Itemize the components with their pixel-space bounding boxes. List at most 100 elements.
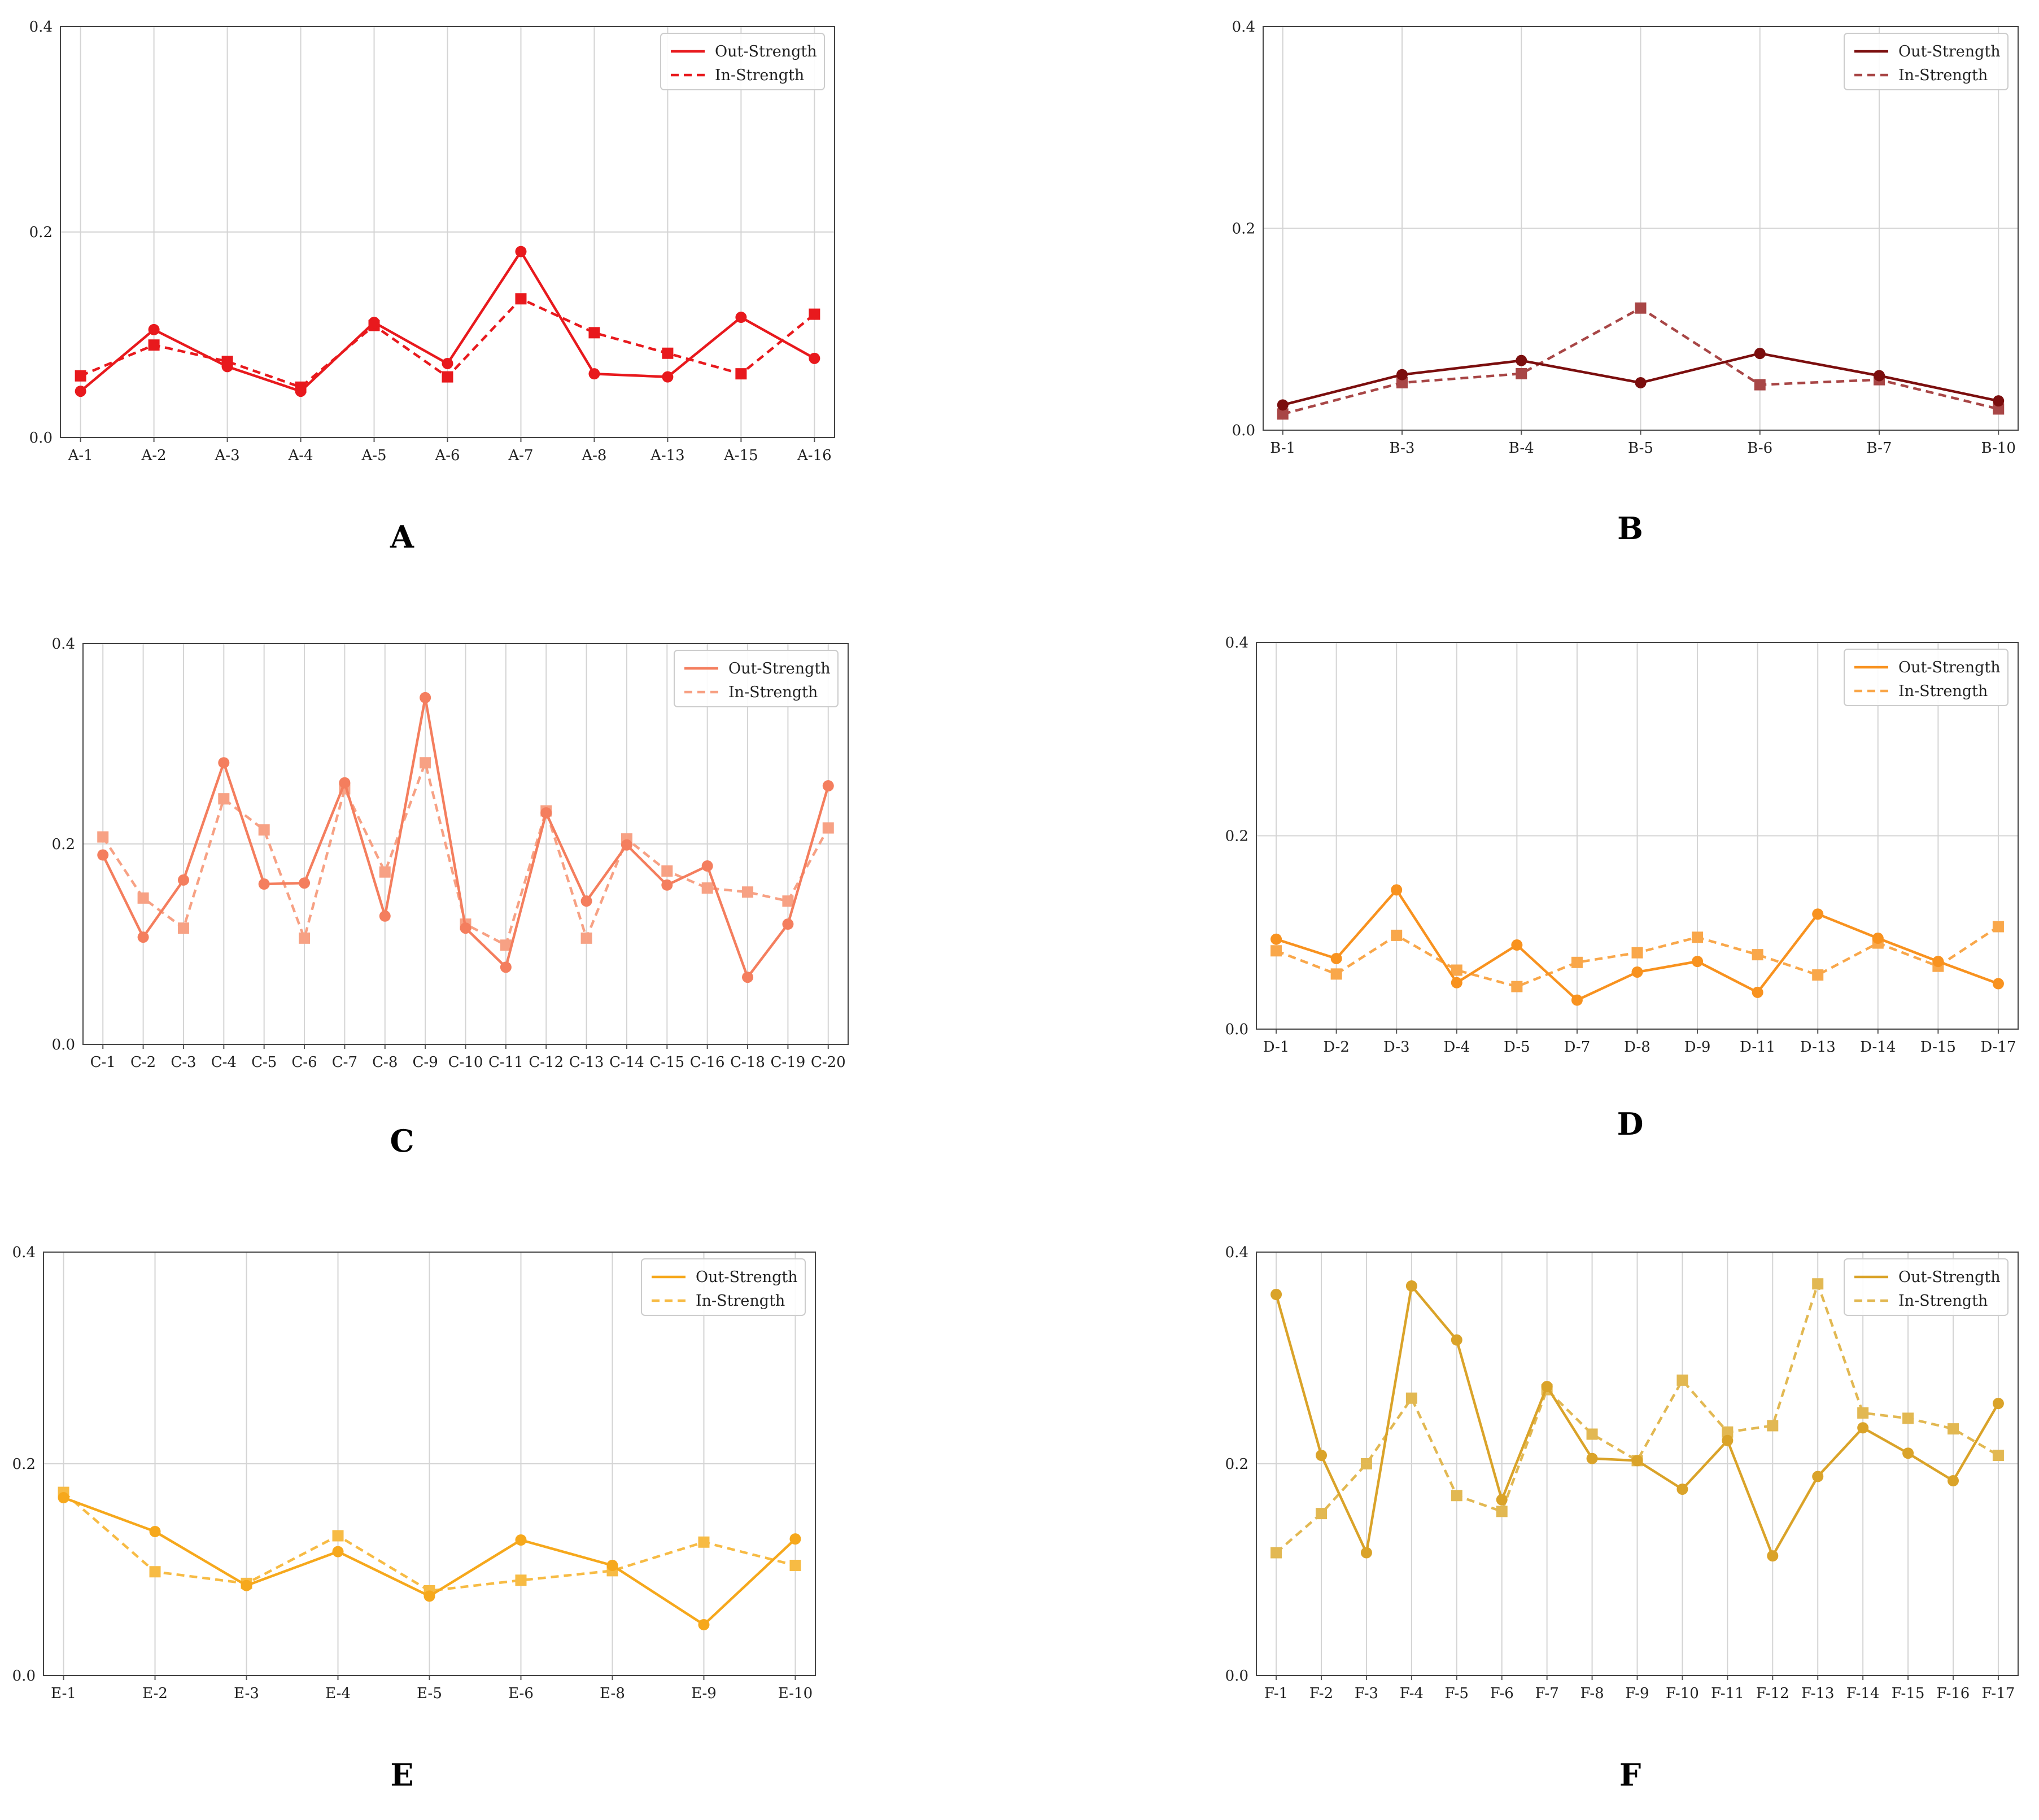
out-strength-point (1754, 348, 1766, 360)
in-strength-point (420, 757, 431, 769)
x-tick-label: D-14 (1860, 1039, 1896, 1056)
y-tick-label: 0.0 (1225, 1021, 1248, 1038)
out-strength-point (540, 807, 552, 819)
x-tick-label: F-3 (1355, 1685, 1378, 1702)
in-strength-point (1270, 945, 1282, 957)
in-strength-point (1391, 929, 1403, 941)
x-tick-label: B-7 (1867, 440, 1892, 457)
y-tick-label: 0.4 (1232, 19, 1255, 36)
in-strength-point (1496, 1506, 1508, 1517)
out-strength-point (149, 1526, 161, 1537)
x-tick-label: F-1 (1264, 1685, 1288, 1702)
x-tick-label: A-7 (508, 447, 533, 464)
x-tick-label: D-3 (1383, 1039, 1410, 1056)
in-strength-point (789, 1560, 801, 1571)
in-strength-point (1722, 1426, 1734, 1438)
y-tick-label: 0.4 (12, 1244, 36, 1261)
out-strength-point (606, 1560, 618, 1571)
in-strength-point (1692, 931, 1704, 943)
out-strength-point (97, 849, 109, 861)
plot-frame (1256, 1252, 2019, 1676)
out-strength-point (75, 386, 86, 397)
y-tick-label: 0.4 (1225, 635, 1248, 651)
plot-frame (1256, 642, 2019, 1030)
x-tick-label: C-8 (372, 1054, 398, 1071)
in-strength-point (1330, 968, 1342, 980)
x-tick-label: D-15 (1920, 1039, 1956, 1056)
legend-out-strength-label: Out-Strength (1898, 43, 2001, 60)
out-strength-point (588, 368, 600, 380)
in-strength-point (735, 368, 747, 380)
x-tick-label: C-12 (529, 1054, 564, 1071)
in-strength-point (1767, 1420, 1779, 1432)
x-tick-label: D-11 (1740, 1039, 1775, 1056)
out-strength-point (241, 1580, 252, 1591)
x-tick-label: B-4 (1509, 440, 1534, 457)
x-tick-label: E-4 (325, 1685, 351, 1702)
x-tick-label: D-5 (1504, 1039, 1530, 1056)
plot-frame (43, 1252, 816, 1676)
x-tick-label: F-17 (1982, 1685, 2015, 1702)
x-tick-label: E-1 (51, 1685, 76, 1702)
x-tick-label: E-3 (234, 1685, 259, 1702)
y-tick-label: 0.2 (1225, 828, 1248, 845)
panel-label-a: A (390, 519, 414, 555)
y-tick-label: 0.0 (52, 1036, 75, 1053)
in-strength-point (588, 327, 600, 339)
in-strength-point (75, 370, 86, 382)
x-tick-label: B-1 (1270, 440, 1295, 457)
x-tick-label: C-9 (413, 1054, 438, 1071)
in-strength-point (822, 822, 834, 834)
out-strength-point (1451, 1334, 1462, 1346)
in-strength-point (1992, 921, 2004, 933)
x-tick-label: A-16 (797, 447, 832, 464)
out-strength-point (1722, 1434, 1734, 1446)
legend: Out-Strength In-Strength (660, 33, 825, 90)
in-strength-point (1812, 1278, 1824, 1290)
legend-in-strength-label: In-Strength (696, 1292, 785, 1310)
in-strength-point (1857, 1407, 1869, 1419)
x-tick-label: C-1 (90, 1054, 116, 1071)
x-tick-label: F-4 (1400, 1685, 1424, 1702)
x-tick-label: E-8 (600, 1685, 625, 1702)
plot-frame (60, 26, 835, 438)
y-tick-label: 0.2 (29, 224, 53, 241)
out-strength-point (742, 972, 754, 983)
x-tick-label: F-7 (1535, 1685, 1559, 1702)
in-strength-point (1947, 1423, 1959, 1435)
legend: Out-Strength In-Strength (674, 650, 839, 707)
x-tick-label: F-12 (1756, 1685, 1789, 1702)
out-strength-point (515, 246, 527, 257)
x-tick-label: F-2 (1309, 1685, 1333, 1702)
legend-in-strength-label: In-Strength (1898, 683, 1988, 700)
in-strength-point (1571, 956, 1583, 968)
panel-label-f: F (1619, 1757, 1641, 1793)
x-tick-label: A-5 (361, 447, 386, 464)
out-strength-point (339, 777, 351, 789)
out-strength-point (698, 1619, 710, 1630)
out-strength-point (1857, 1422, 1869, 1434)
out-strength-point (1873, 370, 1885, 382)
x-tick-label: E-10 (778, 1685, 813, 1702)
y-tick-label: 0.4 (1225, 1244, 1248, 1261)
x-tick-label: C-19 (771, 1054, 806, 1071)
out-strength-point (58, 1492, 69, 1503)
y-tick-label: 0.0 (1225, 1668, 1248, 1685)
in-strength-point (258, 824, 270, 836)
out-strength-point (1872, 933, 1884, 944)
out-strength-point (1516, 355, 1527, 366)
out-strength-point (379, 910, 391, 922)
in-strength-point (1752, 949, 1763, 961)
plot-frame (1263, 26, 2019, 431)
out-strength-point (221, 361, 233, 373)
out-strength-point (299, 877, 311, 889)
in-strength-point (1754, 379, 1766, 391)
in-strength-point (1516, 368, 1527, 379)
legend: Out-Strength In-Strength (1844, 649, 2009, 706)
panel-label-c: C (390, 1123, 414, 1159)
in-strength-point (1396, 377, 1408, 388)
y-tick-label: 0.2 (12, 1456, 36, 1473)
in-strength-point (97, 831, 109, 843)
y-tick-label: 0.2 (1232, 221, 1255, 238)
in-strength-point (299, 932, 311, 944)
